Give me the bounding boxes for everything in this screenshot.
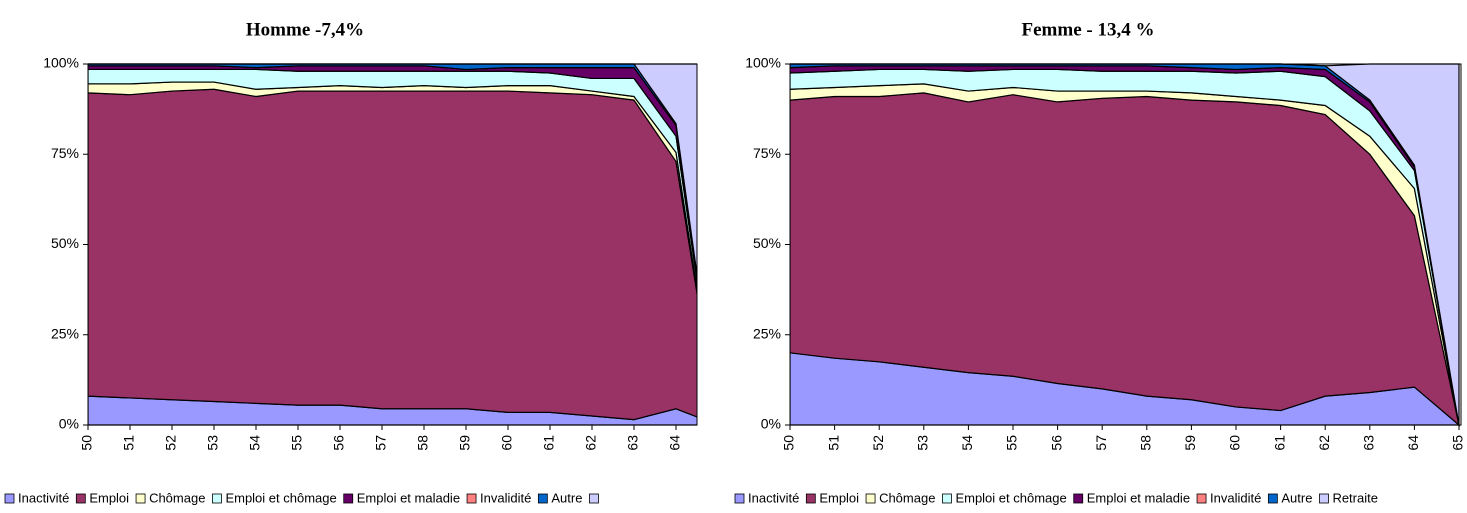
legend-label: Invalidité <box>1210 490 1261 505</box>
x-tick-label: 60 <box>1227 435 1243 451</box>
x-tick-label: 61 <box>1271 435 1287 451</box>
x-tick-label: 56 <box>331 435 347 451</box>
legend-swatch <box>805 493 816 504</box>
legend-label: Chômage <box>149 490 205 505</box>
y-tick-label: 50% <box>753 235 781 251</box>
x-tick-label: 64 <box>667 435 683 451</box>
legend-label: Emploi et chômage <box>225 490 336 505</box>
chart-title: Femme - 13,4 % <box>1022 19 1155 40</box>
y-tick-label: 25% <box>753 325 781 341</box>
y-tick-label: 75% <box>753 145 781 161</box>
legend-swatch <box>4 493 15 504</box>
x-tick-label: 52 <box>870 435 886 451</box>
x-tick-label: 59 <box>457 435 473 451</box>
legend-swatch <box>537 493 548 504</box>
legend-swatch <box>942 493 952 504</box>
legend-label: Chômage <box>879 490 935 505</box>
x-tick-label: 63 <box>1361 435 1377 451</box>
y-tick-label: 50% <box>51 235 79 251</box>
legend-swatch <box>734 493 745 504</box>
y-tick-label: 100% <box>745 55 781 71</box>
legend-label: Emploi et maladie <box>1087 490 1190 505</box>
x-tick-label: 64 <box>1405 435 1421 451</box>
x-tick-label: 51 <box>825 435 841 451</box>
legend-swatch <box>1073 493 1084 504</box>
y-tick-label: 0% <box>761 416 781 432</box>
chart: Femme - 13,4 % 0% 25% 50% 75% 100% 50 51 52 53 54 5… <box>734 19 1466 505</box>
x-tick-label: 55 <box>1004 435 1020 451</box>
legend-label: Emploi et maladie <box>357 490 460 505</box>
x-tick-label: 57 <box>373 435 389 451</box>
legend-label: Inactivité <box>18 490 69 505</box>
x-tick-label: 50 <box>79 435 95 451</box>
x-tick-label: 59 <box>1182 435 1198 451</box>
x-tick-label: 53 <box>205 435 221 451</box>
x-tick-label: 58 <box>1138 435 1154 451</box>
legend-label: Emploi <box>819 490 859 505</box>
legend-swatch <box>343 493 354 504</box>
legend-swatch <box>75 493 86 504</box>
legend-label: Emploi <box>89 490 129 505</box>
area <box>88 88 697 421</box>
legend-label: Inactivité <box>748 490 799 505</box>
x-tick-label: 53 <box>915 435 931 451</box>
legend-label: Retraite <box>1332 490 1378 505</box>
legend-swatch <box>865 493 876 504</box>
legend-swatch <box>135 493 146 504</box>
x-tick-label: 52 <box>163 435 179 451</box>
x-tick-label: 63 <box>625 435 641 451</box>
legend-swatch <box>212 493 222 504</box>
x-tick-label: 54 <box>959 435 975 451</box>
x-tick-label: 54 <box>247 435 263 451</box>
legend-label: Autre <box>1281 490 1312 505</box>
y-tick-label: 100% <box>43 55 79 71</box>
legend-swatch <box>1196 493 1207 504</box>
y-tick-label: 25% <box>51 325 79 341</box>
plot <box>790 63 1461 427</box>
x-tick-label: 60 <box>499 435 515 451</box>
x-tick-label: 62 <box>583 435 599 451</box>
x-tick-label: 65 <box>1450 435 1466 451</box>
x-tick-label: 61 <box>541 435 557 451</box>
chart-title: Homme -7,4% <box>246 19 364 40</box>
legend-label: Autre <box>551 490 582 505</box>
legend-label: Emploi et chômage <box>955 490 1066 505</box>
x-tick-label: 62 <box>1316 435 1332 451</box>
x-tick-label: 57 <box>1093 435 1109 451</box>
x-tick-label: 58 <box>415 435 431 451</box>
legend-label: Invalidité <box>480 490 531 505</box>
y-tick-label: 75% <box>51 145 79 161</box>
x-tick-label: 55 <box>289 435 305 451</box>
legend-swatch <box>1267 493 1278 504</box>
x-tick-label: 50 <box>781 435 797 451</box>
x-tick-label: 51 <box>121 435 137 451</box>
chart: Homme -7,4% 0% 25% 50% 75% 100% 50 51 52 53 54 55 56… <box>4 19 698 505</box>
plot <box>88 63 697 426</box>
legend-swatch <box>466 493 477 504</box>
x-tick-label: 56 <box>1048 435 1064 451</box>
legend-swatch <box>1319 493 1329 504</box>
legend-swatch <box>589 493 599 504</box>
y-tick-label: 0% <box>59 416 79 432</box>
